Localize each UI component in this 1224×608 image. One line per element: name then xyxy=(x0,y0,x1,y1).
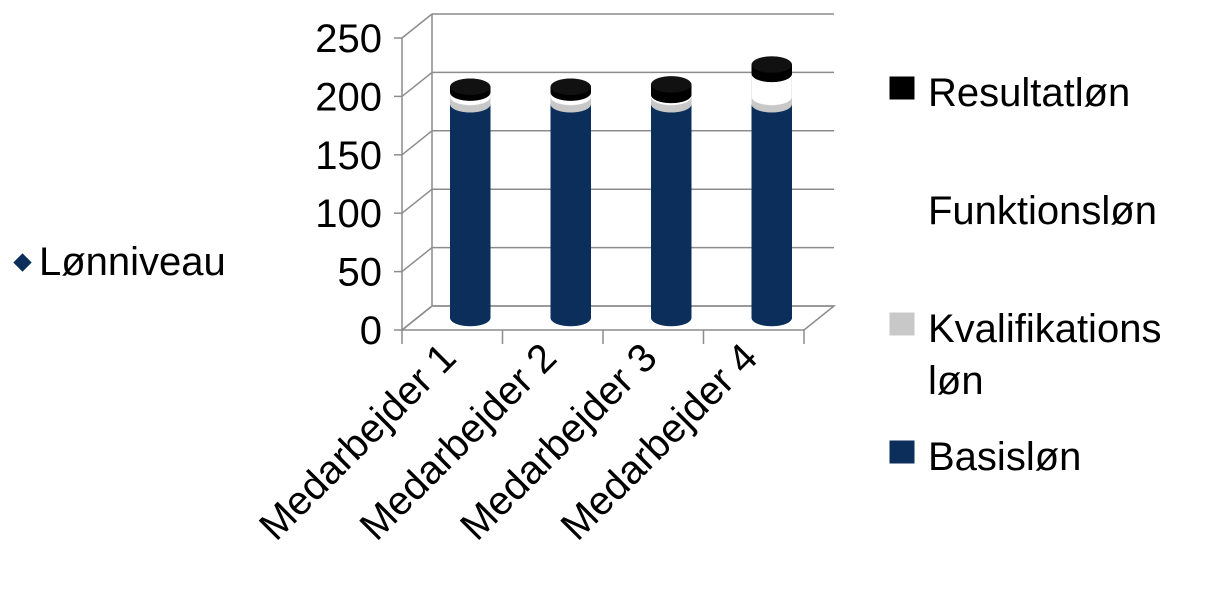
legend-label: Kvalifikations xyxy=(928,307,1161,351)
gridline-side xyxy=(401,13,433,39)
gridline-side xyxy=(401,71,433,97)
bar-segment-basisløn xyxy=(550,104,591,327)
y-tick-label: 250 xyxy=(315,17,382,61)
gridline-side xyxy=(401,130,433,156)
y-tick-label: 200 xyxy=(315,75,382,119)
side-legend-label: Lønniveau xyxy=(13,240,226,285)
legend-swatch xyxy=(889,312,915,336)
legend-label: løn xyxy=(928,359,984,403)
legend-label: Basisløn xyxy=(928,435,1081,479)
y-tick-label: 0 xyxy=(360,309,382,353)
bar-cap-resultatløn xyxy=(550,78,591,95)
y-tick-label: 100 xyxy=(315,192,382,236)
bar-segment-basisløn xyxy=(651,104,692,327)
bar-segment-basisløn xyxy=(751,104,792,327)
legend-swatch xyxy=(889,194,915,218)
bar-cap-resultatløn xyxy=(751,56,792,73)
gridline-side xyxy=(401,247,433,273)
y-tick-label: 150 xyxy=(315,134,382,178)
bar-segment-funktionsløn xyxy=(751,73,792,106)
side-label-text: Lønniveau xyxy=(39,240,226,284)
legend-swatch xyxy=(889,440,915,464)
gridline-side xyxy=(401,188,433,214)
bar-segment-basisløn xyxy=(450,104,491,327)
bar-cap-resultatløn xyxy=(450,78,491,95)
legend-label: Funktionsløn xyxy=(928,189,1157,233)
bar-cap-resultatløn xyxy=(651,76,692,93)
y-tick-label: 50 xyxy=(338,251,383,295)
legend-label: Resultatløn xyxy=(928,71,1130,115)
legend-swatch xyxy=(889,76,915,100)
chart-floor xyxy=(399,305,837,331)
